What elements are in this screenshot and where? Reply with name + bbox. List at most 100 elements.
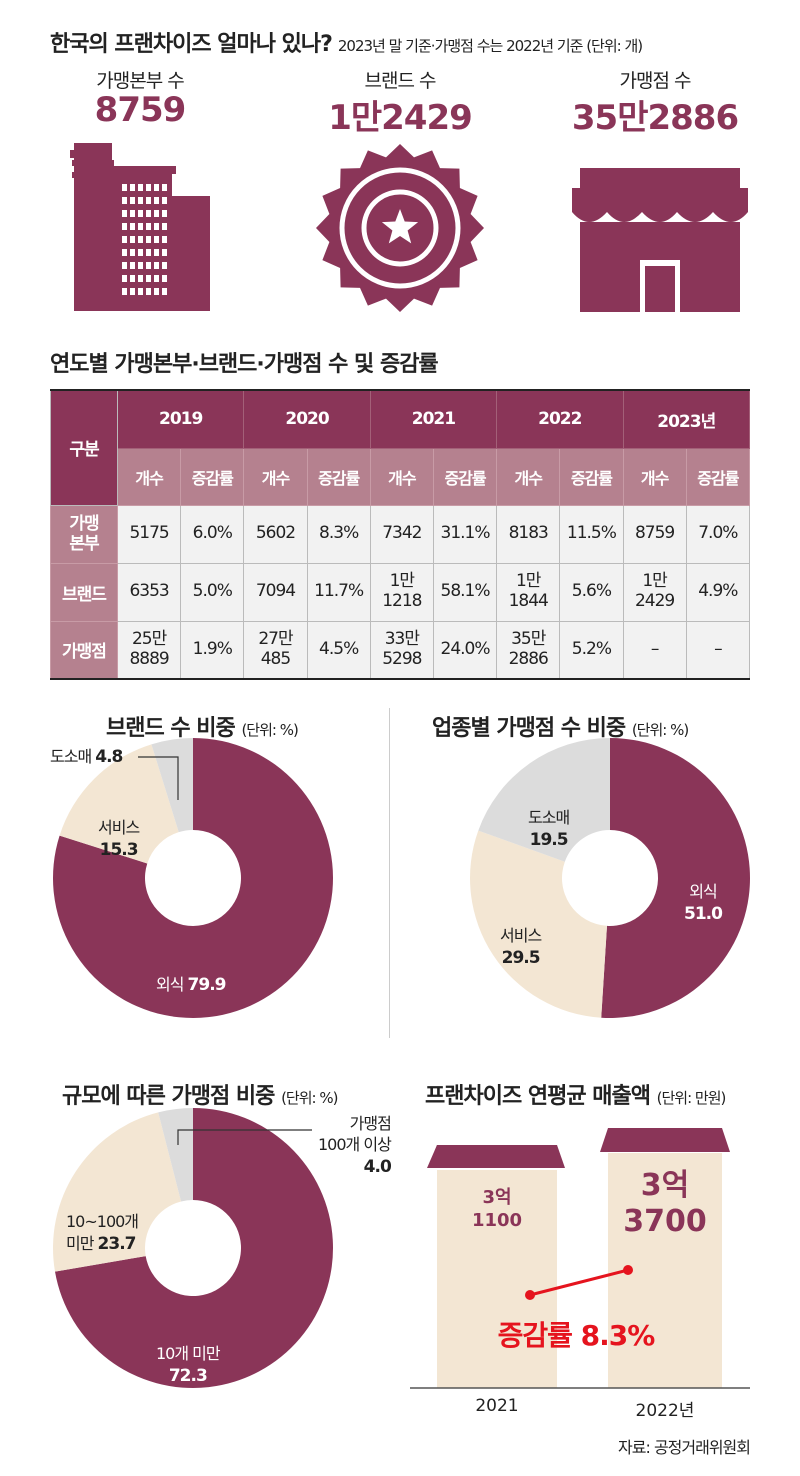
label-food: 외식 51.0 (684, 882, 723, 924)
table-row: 가맹 본부 5175 6.0% 5602 8.3% 7342 31.1% 8183 11.5% 8… (50, 504, 751, 564)
table-cell: 5602 (243, 504, 308, 564)
table-cell: – (622, 620, 687, 680)
sub-header: 증감률 (432, 447, 498, 506)
trend-line (529, 1268, 629, 1297)
chart4-title: 프랜차이즈 연평균 매출액 (단위: 만원) (425, 1084, 726, 1109)
bar-2022-value: 3억 3700 (623, 1168, 707, 1239)
label-10-100: 10~100개 미만 23.7 (66, 1212, 139, 1254)
label-service: 서비스 29.5 (500, 926, 542, 968)
table-cell: 33만 5298 (369, 620, 434, 680)
table-cell: 31.1% (432, 504, 498, 564)
table-cell: 5.2% (559, 620, 624, 680)
bar-chart (410, 1128, 750, 1389)
page-title: 한국의 프랜차이즈 얼마나 있나? 2023년 말 기준·가맹점 수는 2022년… (50, 26, 643, 58)
label-retail: 도소매 19.5 (528, 808, 570, 850)
subtitle: 2023년 말 기준·가맹점 수는 2022년 기준 (단위: 개) (337, 37, 643, 55)
table-row: 가맹점 25만 8889 1.9% 27만 485 4.5% 33만 5298 24.0% 3… (50, 620, 751, 680)
trend-point-2021 (525, 1290, 535, 1300)
bar-2022-roof (600, 1128, 730, 1152)
pie-slice-3-1 (55, 1108, 333, 1388)
table-cell: 1.9% (180, 620, 245, 680)
table-cell: 58.1% (432, 562, 498, 622)
x-tick-2021: 2021 (475, 1396, 519, 1416)
year-header: 2020 (243, 389, 371, 449)
table-cell: 5.6% (559, 562, 624, 622)
year-header: 2022 (496, 389, 624, 449)
table-cell: 8183 (496, 504, 561, 564)
sub-header: 증감률 (180, 447, 245, 506)
table-cell: 6353 (116, 562, 182, 622)
year-header: 2023년 (622, 389, 750, 449)
table-cell: 5175 (116, 504, 182, 564)
storefront-icon (572, 168, 748, 312)
chart1-title: 브랜드 수 비중 (단위: %) (106, 716, 299, 741)
pie-slice-1-3 (151, 738, 193, 833)
table-cell: 7.0% (685, 504, 751, 564)
stat-label-brand: 브랜드 수 (364, 70, 437, 92)
table-cell: 4.5% (306, 620, 371, 680)
year-header: 2021 (369, 389, 498, 449)
pie-slice-2-1 (601, 738, 750, 1018)
row-label: 가맹 본부 (50, 504, 118, 564)
pie-slice-2-3 (478, 738, 610, 862)
label-under10: 10개 미만 72.3 (156, 1344, 221, 1386)
table-cell: 35만 2886 (496, 620, 561, 680)
table-cell: 11.5% (559, 504, 624, 564)
table-cell: 8759 (622, 504, 687, 564)
row-label: 가맹점 (50, 620, 118, 680)
growth-annotation: 증감률 8.3% (497, 1319, 656, 1352)
table-cell: – (685, 620, 751, 680)
sub-header: 증감률 (306, 447, 371, 506)
pie-slice-1-2 (59, 744, 179, 864)
table-cell: 1만 2429 (622, 562, 687, 622)
sub-header: 개수 (116, 447, 182, 506)
pie-slice-3-3 (158, 1108, 193, 1202)
source-note: 자료: 공정거래위원회 (618, 1438, 751, 1457)
table-row: 브랜드 6353 5.0% 7094 11.7% 1만 1218 58.1% 1만 1844 5… (50, 562, 751, 622)
table-cell: 11.7% (306, 562, 371, 622)
bar-2021-value: 3억 1100 (471, 1187, 523, 1232)
table-cell: 6.0% (180, 504, 245, 564)
table-cell: 1만 1844 (496, 562, 561, 622)
sub-header: 증감률 (559, 447, 624, 506)
leader-lines (138, 756, 312, 1145)
chart2-title: 업종별 가맹점 수 비중 (단위: %) (432, 716, 689, 741)
pie-slice-1-1 (52, 738, 334, 1019)
stats-table: 구분 2019 2020 2021 2022 2023년 개수 증감률 개수 증감률 개… (50, 389, 751, 680)
table-corner: 구분 (50, 389, 118, 506)
title-text: 한국의 프랜차이즈 얼마나 있나? (50, 32, 333, 57)
stat-value-brand: 1만2429 (328, 98, 473, 138)
bar-2021 (437, 1170, 557, 1388)
x-tick-2022: 2022년 (635, 1401, 695, 1421)
divider (389, 708, 390, 1038)
chart3-title: 규모에 따른 가맹점 비중 (단위: %) (62, 1084, 338, 1109)
pie-slice-3-2 (52, 1112, 182, 1272)
table-cell: 4.9% (685, 562, 751, 622)
sub-header: 개수 (243, 447, 308, 506)
table-cell: 25만 8889 (116, 620, 182, 680)
label-retail: 도소매 4.8 (50, 747, 123, 767)
trend-point-2022 (623, 1265, 633, 1275)
office-building-icon (70, 143, 210, 311)
badge-star-icon (316, 144, 484, 312)
sub-header: 개수 (369, 447, 434, 506)
sub-header: 증감률 (685, 447, 751, 506)
label-service: 서비스 15.3 (98, 818, 140, 860)
sub-header: 개수 (496, 447, 561, 506)
table-title: 연도별 가맹본부·브랜드·가맹점 수 및 증감률 (50, 352, 439, 377)
table-cell: 7342 (369, 504, 434, 564)
pie-slice-2-2 (470, 830, 607, 1018)
table-cell: 7094 (243, 562, 308, 622)
stat-value-hq: 8759 (94, 90, 187, 130)
table-cell: 8.3% (306, 504, 371, 564)
stat-label-store: 가맹점 수 (619, 70, 692, 92)
row-label: 브랜드 (50, 562, 118, 622)
table-cell: 1만 1218 (369, 562, 434, 622)
year-header: 2019 (116, 389, 245, 449)
label-food: 외식 79.9 (156, 975, 226, 995)
sub-header: 개수 (622, 447, 687, 506)
stat-value-store: 35만2886 (571, 98, 739, 138)
stat-label-hq: 가맹본부 수 (96, 70, 184, 92)
table-cell: 5.0% (180, 562, 245, 622)
